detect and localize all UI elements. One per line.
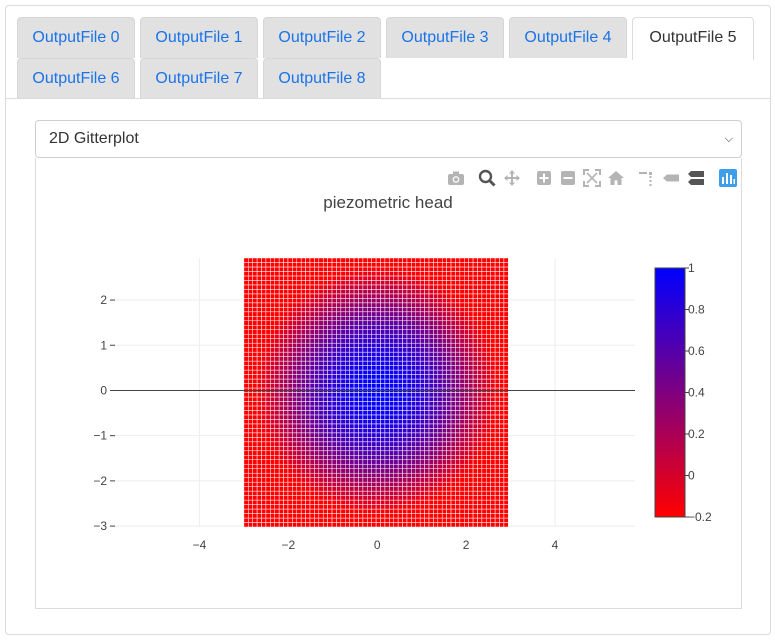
tab-outputfile-2[interactable]: OutputFile 2	[263, 17, 381, 58]
hover-closest-icon[interactable]	[662, 169, 680, 187]
tab-outputfile-6[interactable]: OutputFile 6	[17, 58, 135, 99]
plot-type-select[interactable]: 2D Gitterplot ⌵	[35, 120, 742, 158]
tab-outputfile-0[interactable]: OutputFile 0	[17, 17, 135, 58]
reset-axes-icon[interactable]	[607, 169, 625, 187]
hover-compare-icon[interactable]	[687, 169, 705, 187]
zoom-in-icon[interactable]	[535, 169, 553, 187]
tabs-divider	[5, 98, 771, 99]
zoom-icon[interactable]	[478, 169, 496, 187]
spike-lines-icon[interactable]	[638, 169, 656, 187]
zoom-out-icon[interactable]	[559, 169, 577, 187]
plot-type-select-value: 2D Gitterplot	[49, 130, 139, 147]
tab-outputfile-7[interactable]: OutputFile 7	[140, 58, 258, 99]
tab-outputfile-5[interactable]: OutputFile 5	[632, 17, 754, 60]
chevron-down-icon: ⌵	[724, 133, 733, 145]
plotly-logo-icon[interactable]	[719, 169, 737, 187]
camera-icon[interactable]	[447, 169, 465, 187]
tab-outputfile-8[interactable]: OutputFile 8	[263, 58, 381, 99]
tab-outputfile-3[interactable]: OutputFile 3	[386, 17, 504, 58]
plot-container	[35, 158, 742, 609]
tab-outputfile-4[interactable]: OutputFile 4	[509, 17, 627, 58]
pan-icon[interactable]	[503, 169, 521, 187]
autoscale-icon[interactable]	[583, 169, 601, 187]
output-tabs: OutputFile 0 OutputFile 1 OutputFile 2 O…	[12, 12, 764, 100]
tab-outputfile-1[interactable]: OutputFile 1	[140, 17, 258, 58]
